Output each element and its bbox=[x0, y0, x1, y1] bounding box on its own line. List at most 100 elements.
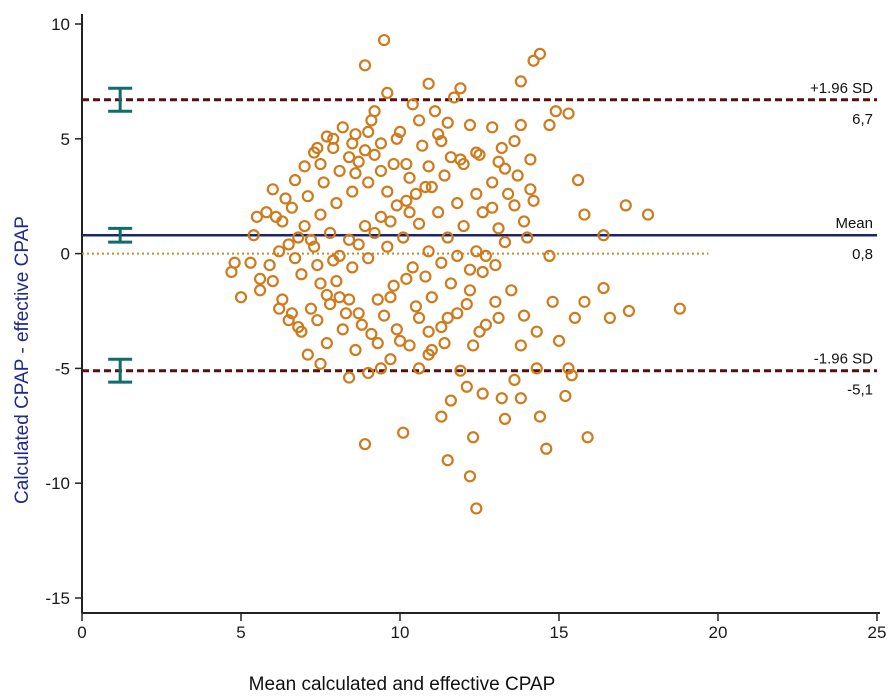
data-point bbox=[412, 114, 426, 127]
data-point bbox=[457, 219, 470, 233]
y-tick-label: 5 bbox=[61, 130, 70, 149]
data-point bbox=[314, 157, 327, 171]
data-point bbox=[565, 369, 578, 382]
data-point bbox=[352, 307, 365, 320]
data-point bbox=[244, 256, 257, 269]
data-point bbox=[371, 337, 384, 350]
data-point bbox=[362, 176, 375, 189]
data-point bbox=[473, 325, 486, 338]
data-point bbox=[454, 82, 467, 95]
data-point bbox=[330, 275, 343, 288]
data-point bbox=[419, 180, 432, 194]
data-point bbox=[323, 226, 337, 240]
y-tick-label: 0 bbox=[61, 245, 70, 264]
data-point bbox=[381, 240, 394, 253]
data-point bbox=[470, 245, 483, 258]
data-point bbox=[524, 183, 537, 196]
data-point bbox=[463, 470, 477, 483]
data-point bbox=[285, 201, 298, 214]
data-point bbox=[393, 334, 407, 347]
data-point bbox=[438, 337, 451, 350]
data-point bbox=[349, 343, 362, 357]
data-point bbox=[292, 231, 305, 244]
data-point bbox=[308, 240, 321, 253]
data-point bbox=[314, 277, 327, 290]
data-point bbox=[444, 151, 457, 164]
reference-line-label: +1.96 SD bbox=[810, 80, 873, 97]
data-point bbox=[502, 187, 515, 201]
data-point bbox=[416, 139, 429, 152]
data-point bbox=[250, 210, 263, 223]
data-point bbox=[425, 180, 438, 194]
data-point bbox=[508, 199, 521, 212]
data-point bbox=[343, 233, 356, 246]
data-point bbox=[320, 337, 333, 350]
data-point bbox=[470, 502, 483, 515]
data-point bbox=[412, 311, 426, 324]
data-point bbox=[476, 265, 489, 279]
data-point bbox=[346, 185, 359, 198]
data-point bbox=[435, 134, 448, 148]
data-point bbox=[498, 236, 512, 249]
data-point bbox=[269, 210, 283, 223]
data-point bbox=[562, 362, 575, 375]
data-point bbox=[343, 293, 356, 306]
data-point bbox=[571, 174, 585, 187]
data-point bbox=[549, 105, 562, 118]
data-point bbox=[533, 410, 547, 423]
data-point bbox=[317, 176, 330, 189]
data-point bbox=[384, 291, 397, 304]
data-point bbox=[397, 426, 410, 439]
data-point bbox=[498, 412, 512, 426]
data-point bbox=[393, 125, 407, 139]
data-point bbox=[492, 311, 505, 324]
data-point bbox=[260, 206, 273, 219]
data-point bbox=[368, 226, 381, 240]
data-point bbox=[492, 222, 505, 235]
reference-line-label: Mean bbox=[835, 215, 873, 232]
data-point bbox=[374, 164, 388, 178]
data-point bbox=[489, 258, 502, 272]
data-point bbox=[470, 187, 483, 201]
data-point bbox=[378, 33, 391, 47]
data-point bbox=[247, 229, 260, 242]
data-point bbox=[412, 362, 426, 375]
data-point bbox=[304, 233, 318, 246]
data-point bbox=[358, 59, 372, 72]
data-point bbox=[403, 206, 416, 219]
data-point bbox=[444, 394, 457, 407]
data-point bbox=[457, 157, 470, 171]
x-tick-label: 0 bbox=[77, 623, 86, 642]
x-tick-label: 25 bbox=[868, 623, 887, 642]
data-point bbox=[530, 325, 543, 338]
data-point bbox=[530, 362, 543, 375]
data-point bbox=[486, 121, 499, 134]
data-point bbox=[521, 231, 534, 244]
data-point bbox=[228, 256, 241, 269]
data-point bbox=[333, 249, 346, 262]
reference-line-value: 6,7 bbox=[852, 111, 873, 128]
data-point bbox=[622, 304, 636, 318]
data-point bbox=[511, 169, 524, 182]
data-point bbox=[543, 118, 556, 132]
data-point bbox=[266, 183, 279, 196]
y-tick-label: -15 bbox=[45, 589, 70, 608]
data-point bbox=[368, 148, 381, 161]
data-point bbox=[336, 121, 349, 134]
x-tick-label: 10 bbox=[391, 623, 410, 642]
data-point bbox=[400, 194, 413, 207]
data-points bbox=[225, 33, 686, 515]
data-point bbox=[314, 208, 327, 221]
reference-annotations: +1.96 SD 6,7 Mean 0,8 -1.96 SD -5,1 bbox=[810, 80, 873, 399]
data-point bbox=[597, 281, 610, 295]
data-point bbox=[365, 114, 378, 127]
data-point bbox=[358, 144, 372, 157]
data-point bbox=[514, 75, 527, 88]
data-point bbox=[390, 132, 403, 145]
data-point bbox=[422, 325, 435, 338]
data-point bbox=[390, 199, 403, 212]
x-axis-label: Mean calculated and effective CPAP bbox=[249, 674, 556, 695]
data-point bbox=[253, 284, 267, 297]
data-point bbox=[476, 387, 489, 400]
data-point bbox=[505, 284, 518, 297]
